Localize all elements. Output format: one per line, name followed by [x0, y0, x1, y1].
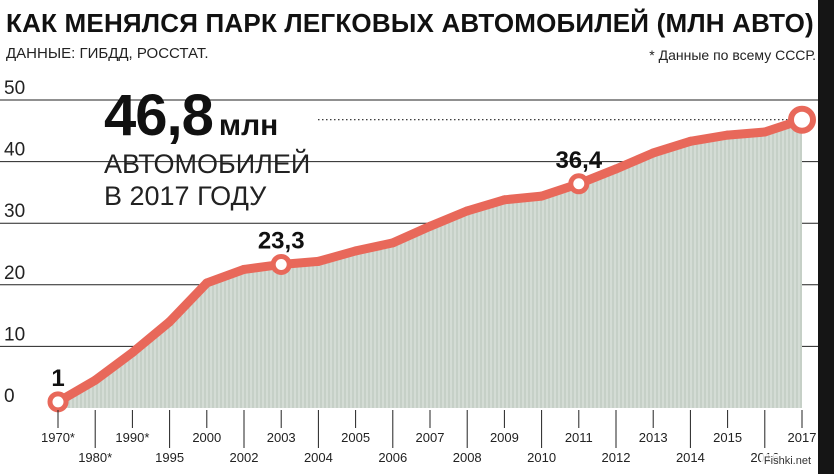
x-tick-label: 2007 [416, 430, 445, 445]
highlight-point [270, 253, 292, 275]
x-tick-label: 1995 [155, 450, 184, 465]
x-tick-label: 2002 [230, 450, 259, 465]
series-segment [202, 264, 249, 288]
data-label: 23,3 [258, 227, 305, 254]
x-tick-label: 1990* [115, 430, 149, 445]
right-frame-border [818, 0, 834, 474]
y-tick-label: 40 [4, 140, 25, 161]
series-segment [90, 348, 137, 385]
x-tick-label: 2008 [453, 450, 482, 465]
x-tick-label: 2010 [527, 450, 556, 465]
series-segment [127, 317, 175, 358]
x-tick-label: 2015 [713, 430, 742, 445]
y-tick-label: 0 [4, 386, 15, 407]
x-tick-label: 2011 [565, 430, 593, 445]
x-tick-label: 1980* [78, 450, 112, 465]
series-segment [388, 221, 435, 248]
headline-figure: 46,8 млн [104, 82, 278, 149]
series-segment [313, 246, 361, 266]
chart-source: ДАННЫЕ: ГИБДД, РОССТАТ. [6, 45, 209, 62]
x-tick-label: 2014 [676, 450, 705, 465]
y-tick-label: 50 [4, 78, 25, 99]
watermark: Fishki.net [760, 454, 814, 468]
x-tick-label: 2006 [378, 450, 407, 465]
data-label: 36,4 [555, 147, 602, 174]
series-segment [611, 148, 658, 174]
data-label: 1 [51, 365, 64, 392]
headline-unit: млн [218, 109, 279, 142]
headline-value: 46,8 [104, 83, 214, 148]
x-tick-label: 2009 [490, 430, 519, 445]
x-tick-label: 2017 [788, 430, 817, 445]
series-segment [648, 136, 695, 158]
headline-caption: АВТОМОБИЛЕЙ В 2017 ГОДУ [104, 149, 311, 211]
x-tick-label: 2005 [341, 430, 370, 445]
x-tick-label: 2003 [267, 430, 296, 445]
x-tick-label: 1970* [41, 430, 75, 445]
series-segment [462, 195, 509, 216]
highlight-point [47, 391, 69, 413]
series-segment [165, 278, 212, 327]
highlight-point [788, 105, 816, 134]
series-segment [499, 191, 547, 205]
series-segment [723, 127, 770, 140]
y-tick-label: 20 [4, 263, 25, 284]
chart-footnote: * Данные по всему СССР. [649, 47, 816, 63]
x-tick-label: 2000 [192, 430, 221, 445]
series-segment [685, 130, 733, 146]
chart-title: КАК МЕНЯЛСЯ ПАРК ЛЕГКОВЫХ АВТОМОБИЛЕЙ (М… [6, 8, 814, 38]
y-tick-label: 30 [4, 201, 25, 222]
y-tick-label: 10 [4, 324, 25, 345]
series-segment [351, 238, 398, 256]
area-fill [58, 119, 802, 408]
series-segment [425, 206, 472, 231]
highlight-point [568, 173, 590, 195]
x-tick-label: 2013 [639, 430, 668, 445]
x-tick-label: 2012 [602, 450, 631, 465]
x-tick-label: 2004 [304, 450, 333, 465]
